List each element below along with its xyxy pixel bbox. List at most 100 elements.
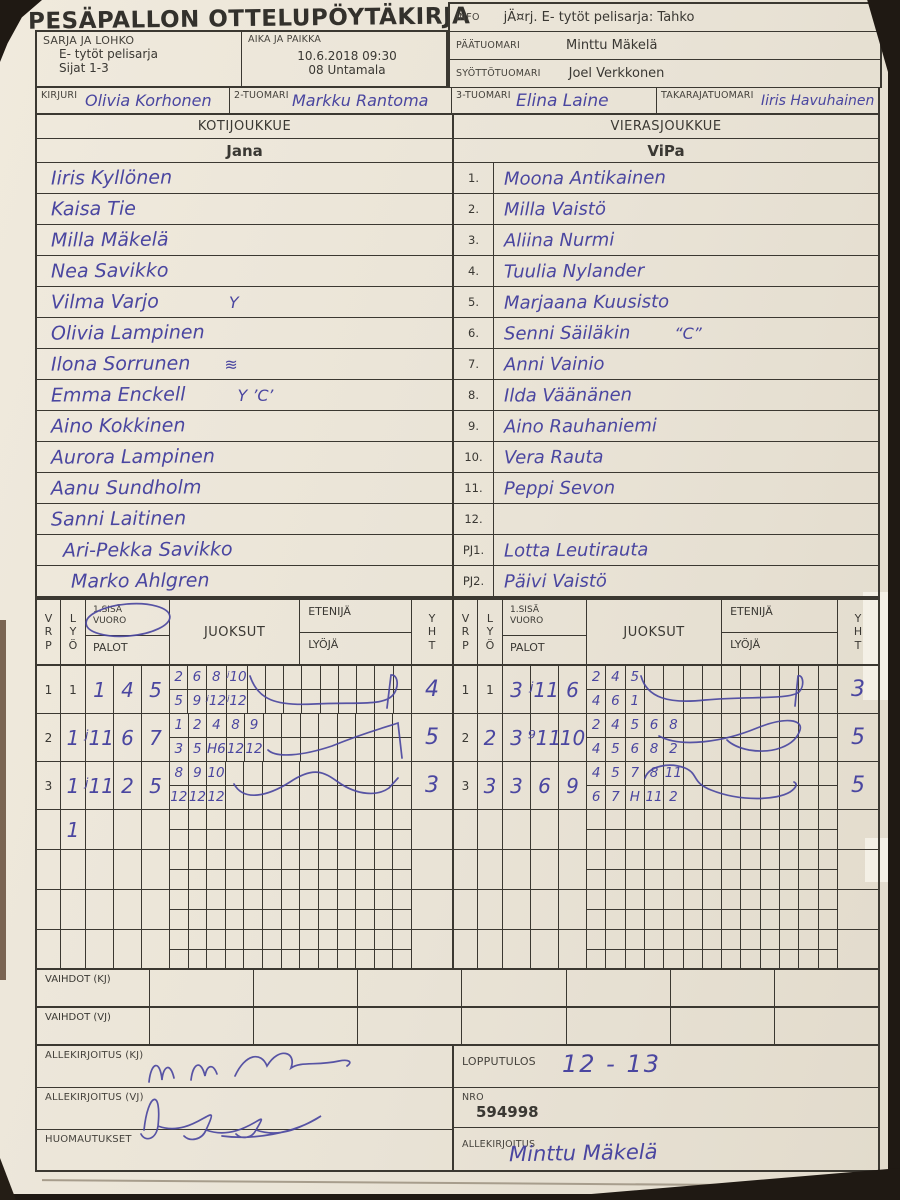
tuomari2-value: Markku Rantoma	[292, 91, 429, 110]
lyo-cell	[61, 890, 86, 929]
score-row-5	[37, 850, 452, 890]
run-cell	[207, 829, 226, 849]
run-cell: ʲ12	[207, 689, 228, 713]
run-cell	[264, 737, 283, 761]
home-roster: KOTIJOUKKUE Jana Iiris Kyllönen Kaisa Ti…	[37, 115, 452, 596]
run-cell	[587, 909, 607, 929]
run-cell: 6	[587, 785, 607, 809]
run-cell	[189, 829, 208, 849]
run-cell	[318, 850, 338, 870]
run-cell	[319, 909, 338, 929]
run-cell	[818, 762, 838, 786]
lyo-cell-value: 1	[486, 682, 494, 697]
vrp-cell	[454, 810, 478, 849]
nro-value: 594998	[476, 1103, 539, 1121]
run-cell: 12	[207, 785, 226, 809]
run-cell	[300, 762, 319, 786]
player-row: 4. Tuulia Nylander	[454, 256, 878, 287]
home-score-header: V R P L Y Ö 1.SISÄ VUORO PALOT JUOKSUT E…	[37, 600, 452, 666]
palot-cell	[503, 930, 531, 969]
player-name: Ilda Väänänen	[503, 383, 633, 407]
run-cell	[375, 869, 394, 889]
vaihdot-cell	[461, 970, 565, 1006]
palot-cell: 6	[114, 714, 142, 761]
etenija-lyoja-header: ETENIJÄ LYÖJÄ	[722, 600, 838, 664]
run-cell	[703, 737, 723, 761]
run-cell	[281, 890, 301, 910]
palot-cell	[531, 930, 559, 969]
palot-cell-value: 5	[149, 677, 162, 702]
huomautukset-row: HUOMAUTUKSET	[37, 1130, 452, 1172]
lyo-cell-value: 3	[483, 773, 497, 798]
vrp-cell: 2	[37, 714, 61, 761]
vaihdot-cell	[357, 970, 461, 1006]
lyo-header: L Y Ö	[61, 600, 86, 664]
run-cell	[319, 949, 338, 969]
run-cell	[244, 909, 264, 929]
palot-cell	[142, 810, 170, 849]
player-row: Olivia Lampinen	[37, 318, 452, 349]
run-cell	[375, 785, 394, 809]
run-cell	[318, 810, 338, 830]
yht-cell: 5	[838, 762, 878, 809]
yht-cell	[838, 850, 878, 889]
yht-cell-value: 5	[425, 725, 439, 750]
away-player-list: 1. Moona Antikainen 2. Milla Vaistö 3. Alii…	[454, 163, 878, 596]
run-cell: 9	[188, 762, 208, 786]
run-cell: 8	[206, 666, 228, 690]
run-cell	[741, 737, 761, 761]
run-cell	[684, 785, 703, 809]
run-cell	[606, 850, 626, 870]
player-number: 7.	[454, 349, 494, 379]
run-cell	[780, 930, 800, 950]
run-cell	[244, 829, 264, 849]
sisa-vuoro-label: 1.SISÄ VUORO	[503, 600, 586, 636]
palot-cell	[559, 930, 587, 969]
run-cell	[625, 890, 645, 910]
under-sheet-edge	[863, 592, 888, 700]
player-row: Aino Kokkinen	[37, 411, 452, 442]
run-cell	[300, 810, 319, 830]
run-cell	[338, 949, 357, 969]
run-cell	[587, 810, 607, 830]
run-cell	[356, 909, 375, 929]
palot-cell: 3	[503, 666, 531, 713]
away-team-name: ViPa	[454, 139, 878, 163]
player-row: 12.	[454, 504, 878, 535]
run-cell	[374, 930, 394, 950]
palot-cell-value: ⁹11	[527, 725, 562, 750]
run-cell	[741, 869, 761, 889]
player-row: 9. Aino Rauhaniemi	[454, 411, 878, 442]
run-cell	[819, 829, 838, 849]
run-cell	[702, 666, 723, 690]
player-row: Aanu Sundholm	[37, 473, 452, 504]
run-cell	[300, 869, 319, 889]
run-cell	[300, 890, 319, 910]
run-cell	[338, 737, 357, 761]
run-cell	[374, 762, 394, 786]
info-row: INFO jÄ¤rj. E- tytöt pelisarja: Tahko	[450, 4, 880, 32]
vrp-cell: 1	[454, 666, 478, 713]
run-cell: 2	[188, 714, 208, 738]
run-cell	[356, 737, 375, 761]
run-cell	[644, 890, 665, 910]
runs-grid: 4 5 7 8 11 6 7 H 11 2	[587, 762, 838, 809]
run-cell	[818, 810, 838, 830]
run-cell	[393, 810, 412, 830]
player-row: Emma Enckell Y ’C’	[37, 380, 452, 411]
run-cell	[684, 869, 703, 889]
run-cell	[664, 949, 684, 969]
run-cell	[702, 762, 723, 786]
away-score-rows: 1 1 3 ʲ11 6 2 4 5 4 6 1 3 2 2 3 ⁹11 10 2 4 5 6 8 4 5 6 8 2 5 3 3 3 6 9 4 5…	[454, 666, 878, 970]
player-number: 1.	[454, 163, 494, 193]
yht-cell: 3	[412, 762, 452, 809]
away-score-grid: V R P L Y Ö 1.SISÄ VUORO PALOT JUOKSUT E…	[452, 600, 878, 970]
vaihdot-vj-label: VAIHDOT (VJ)	[45, 1012, 111, 1023]
run-cell: 8	[645, 737, 665, 761]
paatuomari-row: PÄÄTUOMARI Minttu Mäkelä	[450, 32, 880, 60]
lyo-cell-value: 1	[66, 817, 80, 842]
player-name: Aino Kokkinen	[50, 414, 186, 438]
run-cell	[644, 666, 665, 690]
run-cell	[356, 714, 375, 738]
player-name: Vilma Varjo	[50, 290, 159, 314]
